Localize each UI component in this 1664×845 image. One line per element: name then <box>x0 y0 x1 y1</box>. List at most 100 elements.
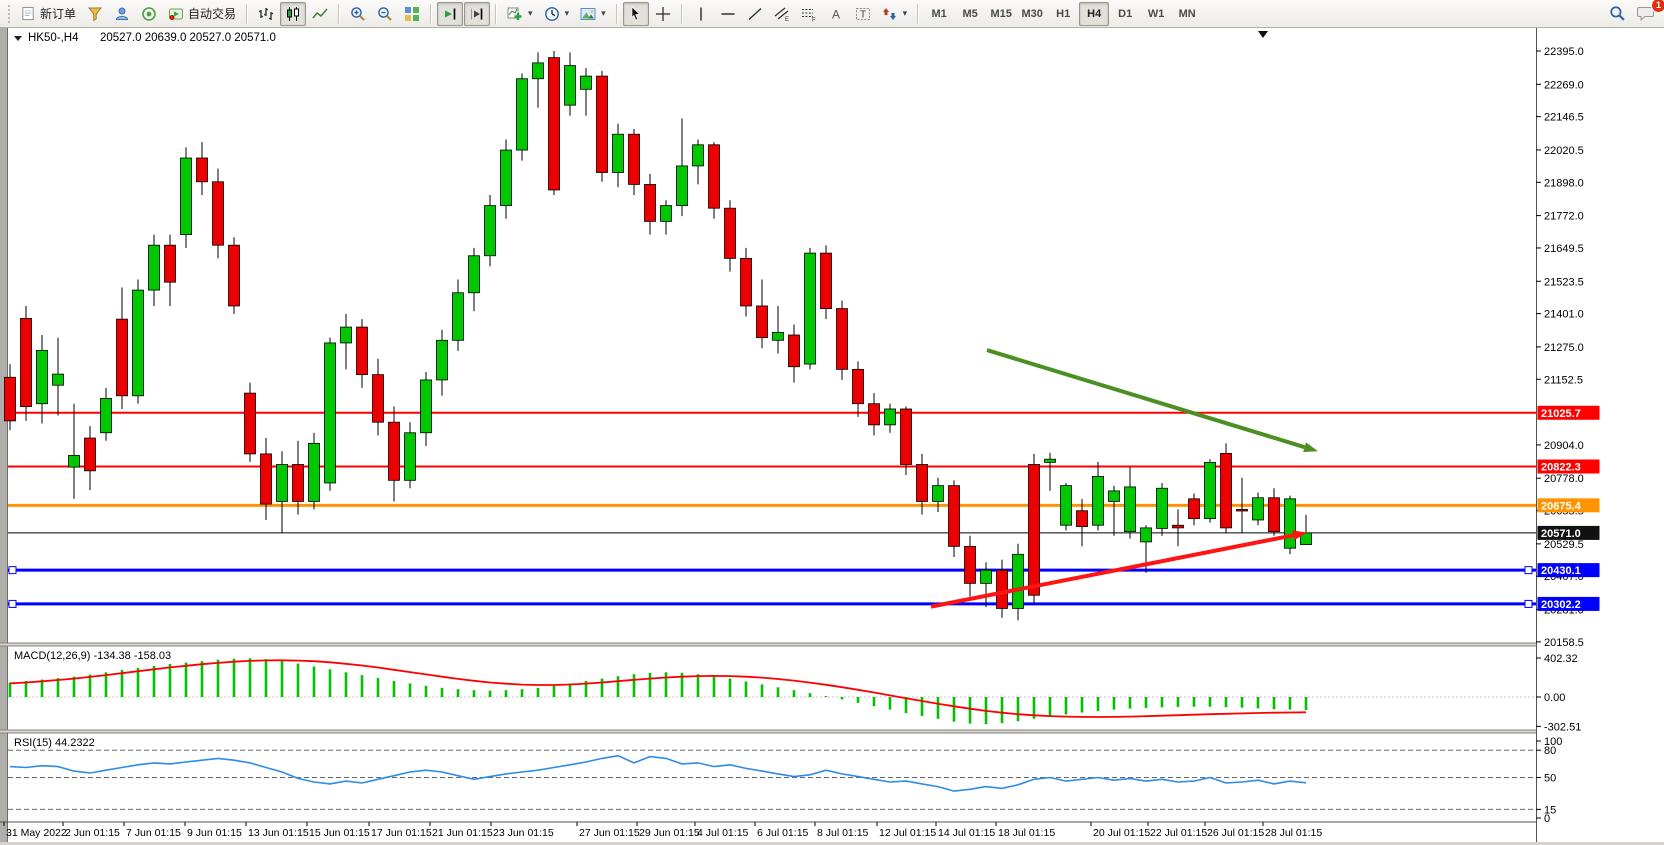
time-axis-label: 2 Jun 01:15 <box>65 827 120 839</box>
bar-chart-mode-button[interactable] <box>253 2 279 26</box>
time-axis-label: 22 Jul 01:15 <box>1150 827 1207 839</box>
equidistant-channel-tool-button[interactable]: E <box>769 2 795 26</box>
line-handle[interactable] <box>8 566 17 575</box>
candle-body <box>276 464 288 502</box>
panel-separator[interactable] <box>0 643 1664 646</box>
text-label-tool-button[interactable]: T <box>850 2 876 26</box>
crosshair-icon <box>655 6 670 21</box>
time-axis-label: 9 Jun 01:15 <box>187 827 242 839</box>
separator <box>495 3 498 24</box>
candle-body <box>1172 524 1184 529</box>
periods-button[interactable]: ▾ <box>539 2 575 26</box>
candle-body <box>308 442 320 502</box>
auto-scroll-button[interactable] <box>437 1 464 26</box>
line-handle[interactable] <box>1524 599 1533 608</box>
ascending-support-arrow[interactable] <box>930 533 1294 609</box>
separator <box>680 3 683 24</box>
candle-body <box>116 318 128 397</box>
macd-signal-line <box>9 659 1307 718</box>
time-axis-label: 15 Jun 01:15 <box>309 827 370 839</box>
ascending-support-arrow-head[interactable] <box>1292 530 1307 541</box>
line-handle[interactable] <box>1524 566 1533 575</box>
vertical-line-icon <box>699 7 702 20</box>
candle-body <box>1076 510 1088 527</box>
time-axis-label: 8 Jul 01:15 <box>817 827 869 839</box>
descending-resistance-arrow[interactable] <box>986 348 1306 450</box>
toolbar-grip[interactable] <box>7 3 12 24</box>
crosshair-tool-button[interactable] <box>650 2 676 26</box>
dropdown-caret-icon: ▾ <box>564 8 570 18</box>
community-button[interactable] <box>109 2 135 26</box>
notification-badge[interactable]: 1 <box>1651 0 1664 13</box>
candle-body <box>612 133 624 173</box>
separator <box>246 3 249 24</box>
chart-canvas[interactable]: MACD(12,26,9) -134.38 -158.03 RSI(15) 44.… <box>0 28 1664 845</box>
symbol-dropdown-icon[interactable] <box>14 36 22 41</box>
signals-icon <box>142 6 156 21</box>
timeframe-m15-button[interactable]: M15 <box>986 2 1016 26</box>
timeframe-m5-button[interactable]: M5 <box>955 2 985 26</box>
candle-body <box>468 255 480 294</box>
horizontal-line-tool-button[interactable] <box>715 2 741 26</box>
candle-body <box>596 75 608 173</box>
time-axis-label: 17 Jun 01:15 <box>371 827 432 839</box>
timeframe-m1-button[interactable]: M1 <box>924 2 954 26</box>
chart-shift-button[interactable] <box>464 1 491 26</box>
text-tool-button[interactable]: A <box>823 2 849 26</box>
tile-windows-button[interactable] <box>399 2 425 26</box>
line-chart-mode-button[interactable] <box>307 2 333 26</box>
indicators-button[interactable]: ▾ <box>502 2 538 26</box>
candle-body <box>20 317 32 408</box>
community-icon <box>116 7 129 20</box>
candle-body <box>1028 464 1040 596</box>
svg-text:F: F <box>812 17 816 22</box>
svg-text:A: A <box>832 7 840 21</box>
candle-body <box>1156 487 1168 529</box>
zoom-out-button[interactable] <box>372 2 398 26</box>
timeframe-m30-button[interactable]: M30 <box>1017 2 1047 26</box>
chart-area: MACD(12,26,9) -134.38 -158.03 RSI(15) 44.… <box>0 28 1664 845</box>
candle-body <box>68 455 80 468</box>
funnel-button[interactable] <box>82 2 108 26</box>
autotrade-button[interactable]: 自动交易 <box>163 2 241 26</box>
candle-body <box>164 244 176 283</box>
timeframe-d1-button[interactable]: D1 <box>1110 2 1140 26</box>
chart-background <box>0 28 1664 845</box>
descending-resistance-arrow-head[interactable] <box>1303 442 1318 452</box>
search-button[interactable] <box>1604 2 1631 26</box>
timeframe-h4-button[interactable]: H4 <box>1079 1 1110 26</box>
axis-label: 50 <box>1544 773 1556 785</box>
dropdown-caret-icon: ▾ <box>601 8 606 18</box>
chart-shift-marker-icon[interactable] <box>1258 31 1268 38</box>
fibonacci-tool-button[interactable]: F <box>796 2 822 26</box>
shapes-tool-button[interactable]: ▾ <box>877 2 913 26</box>
zoom-in-button[interactable] <box>345 2 371 26</box>
candle-body <box>1108 490 1120 502</box>
line-handle[interactable] <box>8 599 17 608</box>
vertical-line-tool-button[interactable] <box>688 2 714 26</box>
candle-body <box>1204 461 1216 520</box>
axis-label: 21401.0 <box>1544 309 1584 321</box>
timeframe-w1-button[interactable]: W1 <box>1141 2 1171 26</box>
candle-body <box>228 244 240 307</box>
candle-body <box>292 464 304 502</box>
separator <box>917 3 920 24</box>
candle-body <box>1284 498 1296 549</box>
horizontal-line-icon <box>721 12 735 15</box>
time-axis-label: 26 Jul 01:15 <box>1207 827 1264 839</box>
panel-separator[interactable] <box>0 730 1664 733</box>
candlestick-mode-button[interactable] <box>280 1 307 26</box>
signals-button[interactable] <box>136 2 162 26</box>
timeframe-h1-button[interactable]: H1 <box>1048 2 1078 26</box>
price-chip <box>1537 405 1600 420</box>
templates-button[interactable]: ▾ <box>575 2 611 26</box>
timeframe-mn-button[interactable]: MN <box>1172 2 1202 26</box>
new-order-button[interactable]: 新订单 <box>16 2 81 26</box>
window-left-edge <box>0 28 7 845</box>
candlestick-icon <box>287 6 300 21</box>
trendline-tool-button[interactable] <box>742 2 768 26</box>
time-axis-label: 20 Jul 01:15 <box>1093 827 1150 839</box>
cursor-tool-button[interactable] <box>622 1 649 26</box>
auto-scroll-icon <box>445 8 456 19</box>
